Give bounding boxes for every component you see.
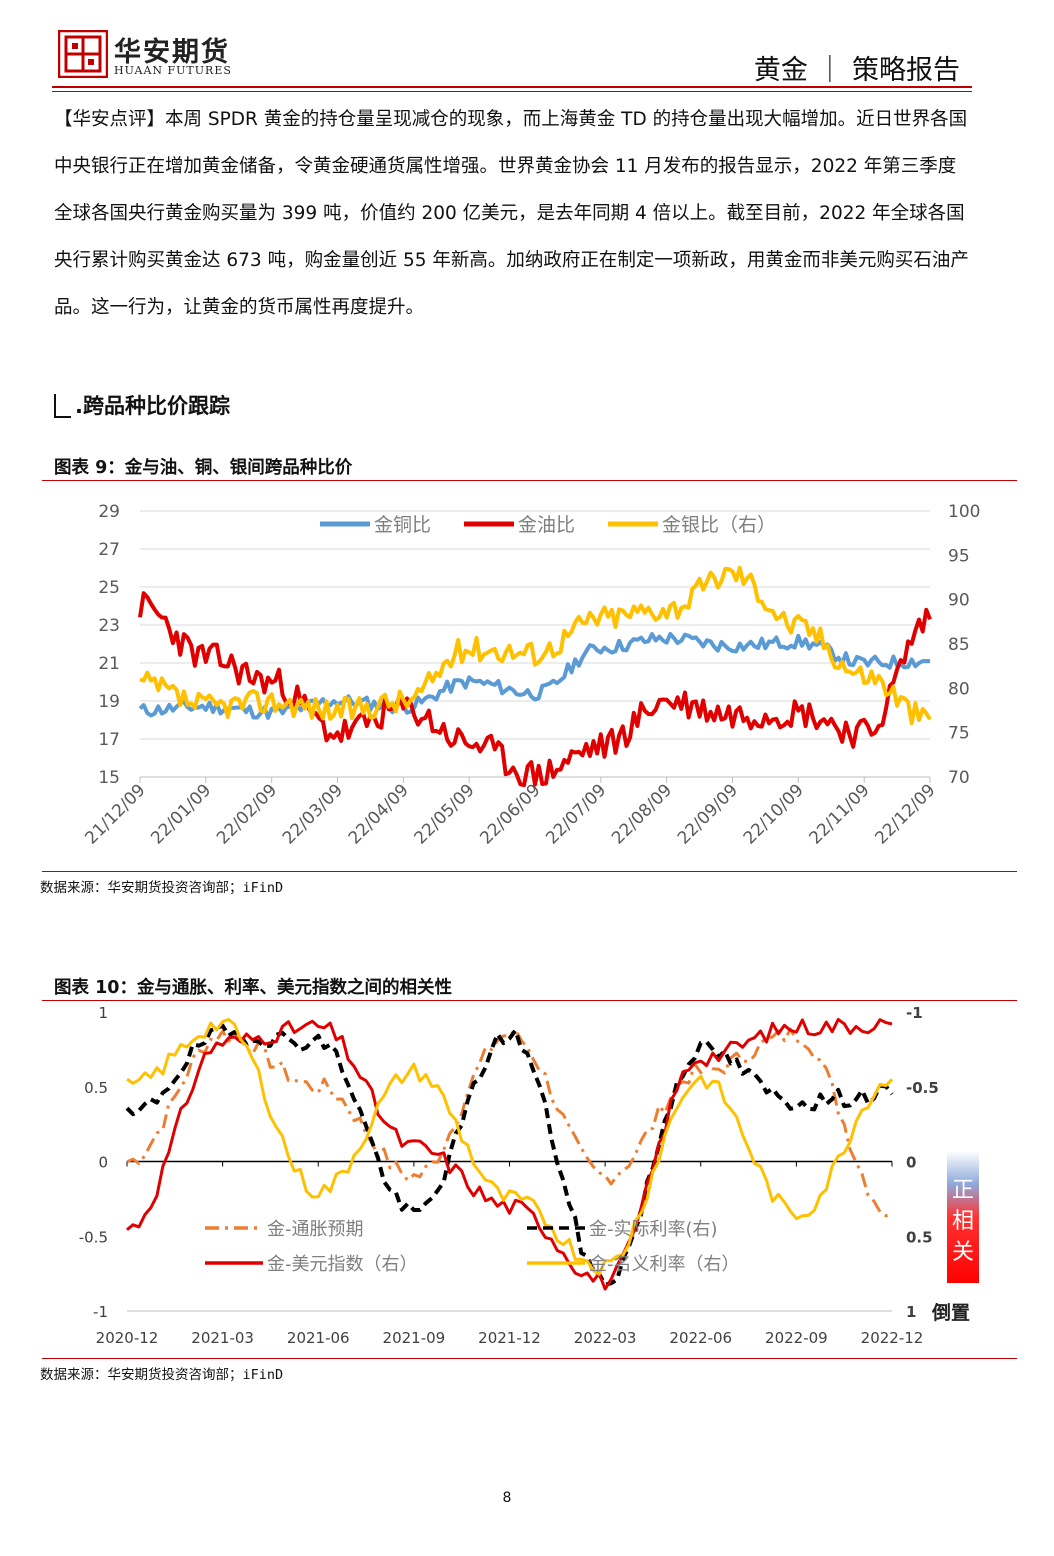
badge-char: 关 — [952, 1240, 974, 1265]
y2-tick-label: 0 — [906, 1154, 916, 1172]
y-tick-label: 17 — [98, 730, 120, 750]
brand-name-english: HUAAN FUTURES — [114, 64, 232, 77]
y-tick-label: 0.5 — [84, 1079, 108, 1097]
correlation-chart: 1 0.5 0 -0.5 -1 -1 -0.5 0 0.5 1 倒置 2020-12 2021-03 20… — [79, 1004, 979, 1347]
y-tick-label: -0.5 — [79, 1228, 108, 1246]
brand-name: 华安期货 — [114, 37, 230, 68]
figure10-source: 数据来源：华安期货投资咨询部；iFinD — [40, 1367, 284, 1383]
x-tick-label: 21/12/09 — [81, 780, 149, 848]
header-divider — [52, 86, 972, 88]
header-divider-thin — [52, 91, 972, 92]
y2-tick-label: 80 — [948, 679, 970, 699]
inverted-axis-label: 倒置 — [931, 1301, 970, 1324]
x-tick-label: 22/01/09 — [147, 780, 215, 848]
x-tick-label: 22/06/09 — [476, 780, 544, 848]
y-tick-label: 27 — [98, 540, 120, 560]
section-title: .跨品种比价跟踪 — [75, 394, 230, 418]
y-tick-label: 21 — [98, 654, 120, 674]
commentary-paragraph: 【华安点评】本周 SPDR 黄金的持仓量呈现减仓的现象，而上海黄金 TD 的持仓… — [54, 109, 969, 318]
y-tick-label: 1 — [98, 1004, 108, 1022]
y2-tick-label: 75 — [948, 724, 970, 744]
legend-label: 金银比（右） — [662, 514, 776, 536]
legend-label: 金铜比 — [374, 514, 431, 536]
x-tick-label: 22/10/09 — [740, 780, 808, 848]
x-tick-label: 22/05/09 — [411, 780, 479, 848]
y-tick-label: -1 — [93, 1303, 108, 1321]
x-tick-label: 2020-12 — [96, 1329, 159, 1347]
x-tick-label: 22/04/09 — [345, 780, 413, 848]
y2-tick-label: 85 — [948, 635, 970, 655]
figure9-source: 数据来源：华安期货投资咨询部；iFinD — [40, 880, 284, 896]
x-tick-label: 2022-12 — [861, 1329, 924, 1347]
figure10-title: 图表 10：金与通胀、利率、美元指数之间的相关性 — [54, 978, 452, 998]
y-tick-label: 0 — [98, 1154, 108, 1172]
y-tick-label: 25 — [98, 578, 120, 598]
figure9-top-rule — [42, 480, 1017, 481]
y2-tick-label: 95 — [948, 546, 970, 566]
series-line-0 — [138, 631, 931, 720]
section-bracket-icon — [54, 394, 71, 418]
series-line-1 — [125, 1023, 894, 1287]
y2-tick-label: 0.5 — [906, 1228, 933, 1246]
legend-label: 金油比 — [518, 514, 575, 536]
badge-char: 相 — [952, 1209, 974, 1234]
figure10-top-rule — [42, 1000, 1017, 1001]
section-heading: .跨品种比价跟踪 — [54, 390, 230, 420]
x-tick-label: 22/11/09 — [806, 780, 874, 848]
x-tick-label: 2022-03 — [574, 1329, 637, 1347]
x-tick-label: 22/03/09 — [279, 780, 347, 848]
page-number: 8 — [502, 1490, 512, 1506]
y2-tick-label: 70 — [948, 768, 970, 788]
x-tick-label: 22/12/09 — [871, 780, 939, 848]
series-line-0 — [126, 1027, 893, 1218]
y-tick-label: 15 — [98, 768, 120, 788]
y2-tick-label: 1 — [906, 1303, 916, 1321]
figure10-bottom-rule — [42, 1358, 1017, 1359]
legend-label: 金-美元指数（右） — [267, 1254, 418, 1275]
badge-char: 正 — [952, 1178, 974, 1203]
figure9-bottom-rule — [42, 871, 1017, 872]
x-tick-label: 22/02/09 — [213, 780, 281, 848]
x-tick-label: 2021-03 — [191, 1329, 254, 1347]
x-tick-label: 2021-06 — [287, 1329, 350, 1347]
logo-icon — [58, 30, 108, 78]
x-tick-label: 2022-09 — [765, 1329, 828, 1347]
report-title: 黄金 ｜ 策略报告 — [753, 55, 960, 86]
x-tick-label: 22/09/09 — [674, 780, 742, 848]
figure9-title: 图表 9：金与油、铜、银间跨品种比价 — [54, 458, 353, 478]
correlation-badge — [947, 1151, 979, 1283]
series-line-3 — [126, 1018, 894, 1276]
series-line-1 — [138, 591, 932, 788]
y2-tick-label: 100 — [948, 502, 980, 522]
legend-label: 金-通胀预期 — [267, 1219, 364, 1240]
x-tick-label: 2022-06 — [669, 1329, 732, 1347]
x-tick-label: 22/07/09 — [542, 780, 610, 848]
ratio-chart: 151719212325272970758085909510021/12/092… — [81, 502, 980, 849]
legend-label: 金-实际利率(右) — [589, 1219, 718, 1240]
y2-tick-label: -1 — [906, 1004, 923, 1022]
x-tick-label: 22/08/09 — [608, 780, 676, 848]
series-line-2 — [139, 565, 932, 726]
legend-label: 金-名义利率（右） — [589, 1254, 740, 1275]
y2-tick-label: -0.5 — [906, 1079, 939, 1097]
y-tick-label: 29 — [98, 502, 120, 522]
x-tick-label: 2021-12 — [478, 1329, 541, 1347]
y2-tick-label: 90 — [948, 591, 970, 611]
y-tick-label: 23 — [98, 616, 120, 636]
x-tick-label: 2021-09 — [383, 1329, 446, 1347]
series-line-2 — [126, 1018, 893, 1291]
y-tick-label: 19 — [98, 692, 120, 712]
